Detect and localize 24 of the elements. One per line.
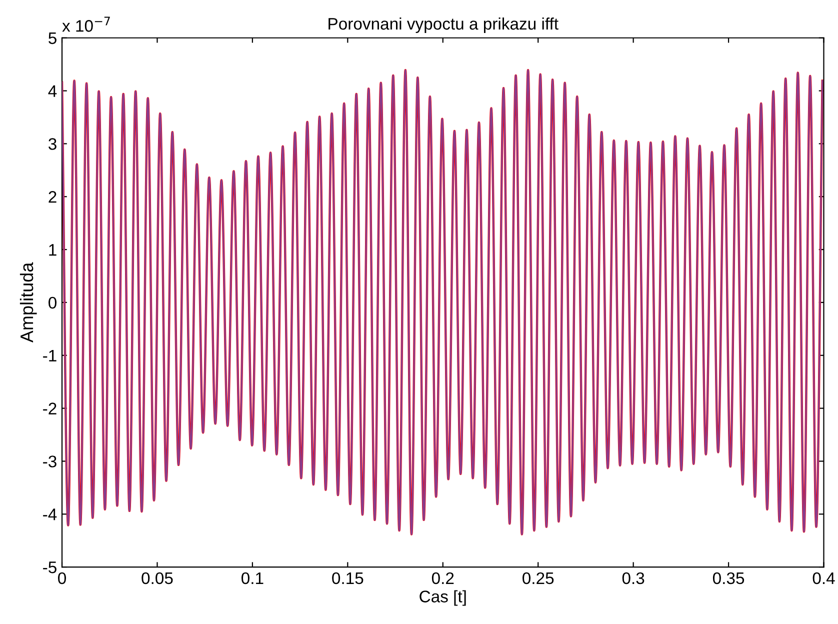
y-tick-label: 1 [49,244,56,256]
chart-title: Porovnani vypoctu a prikazu ifft [328,17,558,33]
y-tick-label: -5 [43,562,56,574]
text: x 10$^{−7}$ [62,16,110,32]
x-tick-label: 0 [58,572,66,584]
y-tick-label: -2 [43,402,56,414]
y-tick-label: 3 [48,138,56,150]
y-tick-label: -1 [43,350,56,362]
y-tick-label: 5 [48,32,56,44]
y-tick-label: -4 [43,508,57,520]
y-tick-label: 2 [48,191,56,203]
x-tick-label: 0.2 [432,572,454,584]
y-tick-label: -3 [43,456,56,468]
x-axis-title: Cas [t] [420,590,466,606]
x-tick-label: 0.15 [332,572,364,584]
x-tick-label: 0.05 [142,572,173,584]
x-tick-label: 0.25 [522,572,554,584]
y-tick-label: 0 [48,296,56,309]
x-tick-label: 0.3 [622,572,644,584]
x-tick-label: 0.4 [812,572,835,584]
x-tick-label: 0.1 [242,572,264,584]
y-axis-title: Amplituda [20,262,37,343]
x-tick-label: 0.35 [712,572,744,584]
y-tick-label: 4 [48,85,57,97]
